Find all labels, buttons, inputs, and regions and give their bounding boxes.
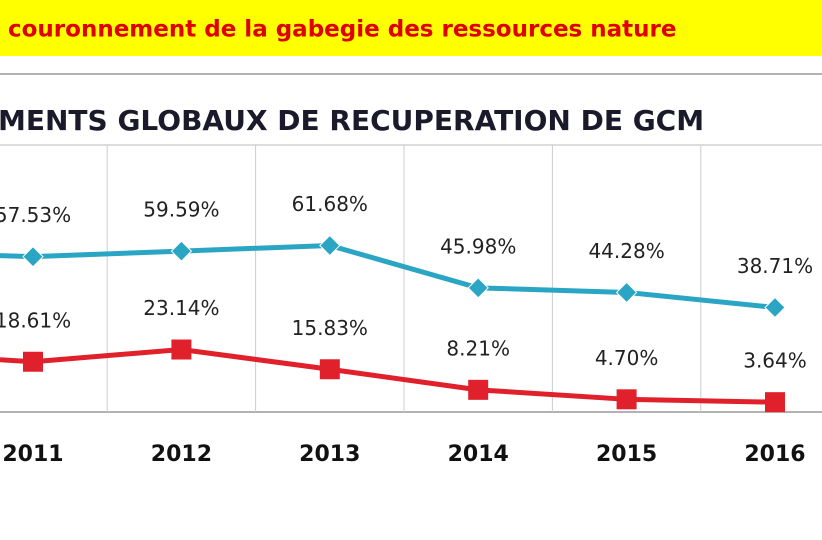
- x-tick-label: 2015: [596, 442, 657, 467]
- data-label: 18.61%: [0, 308, 71, 332]
- data-label: 57.53%: [0, 203, 71, 227]
- marker: [616, 389, 637, 410]
- data-label: 45.98%: [440, 234, 516, 258]
- data-label: 44.28%: [588, 239, 664, 263]
- marker: [319, 234, 341, 257]
- x-tick-label: 2016: [744, 442, 805, 467]
- data-label: 38.71%: [737, 254, 813, 278]
- data-label: 61.68%: [292, 192, 368, 216]
- banner: couronnement de la gabegie des ressource…: [8, 17, 676, 43]
- banner-bg: [0, 0, 822, 56]
- x-tick-label: 2011: [2, 442, 63, 467]
- marker: [765, 392, 785, 413]
- data-label: 15.83%: [292, 316, 368, 340]
- marker: [319, 359, 340, 380]
- chart-title: MENTS GLOBAUX DE RECUPERATION DE GCM: [0, 104, 704, 137]
- marker: [170, 240, 193, 262]
- plot-area: [0, 144, 822, 413]
- data-label: 59.59%: [143, 198, 219, 222]
- x-tick-label: 2013: [299, 442, 360, 467]
- data-label: 23.14%: [143, 296, 219, 320]
- x-tick-label: 2014: [448, 442, 509, 467]
- marker: [467, 277, 489, 299]
- data-label: 3.64%: [743, 349, 807, 373]
- data-label: 8.21%: [446, 336, 510, 360]
- x-tick-label: 2012: [151, 442, 212, 467]
- marker: [171, 339, 192, 360]
- marker: [764, 296, 786, 319]
- marker: [22, 245, 44, 268]
- marker: [23, 351, 43, 372]
- marker: [615, 281, 638, 304]
- data-label: 4.70%: [595, 346, 659, 370]
- series-line: [32, 347, 776, 405]
- series-line: [32, 242, 776, 310]
- marker: [468, 379, 489, 400]
